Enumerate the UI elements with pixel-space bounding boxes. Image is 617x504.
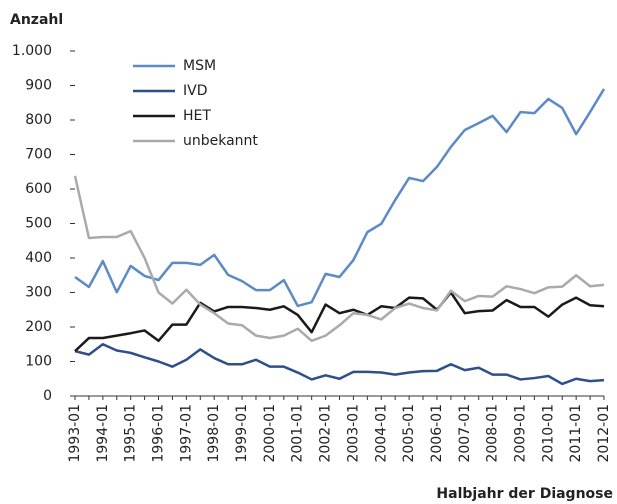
x-tick-label: 2005-01 xyxy=(401,404,417,463)
x-tick-label: 2006-01 xyxy=(429,404,445,463)
y-tick-label: 1.000 xyxy=(12,43,52,59)
x-tick-label: 2010-01 xyxy=(540,404,556,463)
y-tick-label: 400 xyxy=(25,250,52,266)
x-tick-label: 2012-01 xyxy=(596,404,612,463)
x-tick-label: 2011-01 xyxy=(568,404,584,463)
y-tick-label: 700 xyxy=(25,147,52,163)
legend-label: IVD xyxy=(183,83,208,99)
x-axis-label: Halbjahr der Diagnose xyxy=(436,486,613,502)
x-tick-label: 2000-01 xyxy=(262,404,278,463)
x-tick-label: 1997-01 xyxy=(178,404,194,463)
x-tick-label: 1999-01 xyxy=(234,404,250,463)
x-tick-label: 1996-01 xyxy=(151,404,167,463)
x-tick-label: 2003-01 xyxy=(345,404,361,463)
x-tick-label: 2001-01 xyxy=(290,404,306,463)
series-line xyxy=(74,343,605,386)
legend-label: unbekannt xyxy=(183,133,258,149)
y-tick-label: 500 xyxy=(25,216,52,232)
x-tick-label: 1995-01 xyxy=(123,404,139,463)
x-tick-label: 2008-01 xyxy=(485,404,501,463)
x-tick-label: 1994-01 xyxy=(95,404,111,463)
legend-label: HET xyxy=(183,108,211,124)
series-line xyxy=(73,175,605,343)
x-tick-label: 2009-01 xyxy=(512,404,528,463)
y-tick-label: 600 xyxy=(25,181,52,197)
y-tick-label: 800 xyxy=(25,112,52,128)
y-tick-label: 0 xyxy=(43,388,52,404)
series-line xyxy=(74,88,606,308)
y-tick-label: 900 xyxy=(25,78,52,94)
series-line xyxy=(74,291,605,353)
legend-label: MSM xyxy=(183,58,216,74)
x-tick-label: 2002-01 xyxy=(318,404,334,463)
y-tick-label: 200 xyxy=(25,319,52,335)
x-tick-label: 1998-01 xyxy=(206,404,222,463)
y-tick-label: 300 xyxy=(25,285,52,301)
x-tick-label: 1993-01 xyxy=(67,404,83,463)
y-tick-label: 100 xyxy=(25,354,52,370)
x-tick-label: 2004-01 xyxy=(373,404,389,463)
x-tick-label: 2007-01 xyxy=(457,404,473,463)
y-axis-label: Anzahl xyxy=(10,12,63,28)
